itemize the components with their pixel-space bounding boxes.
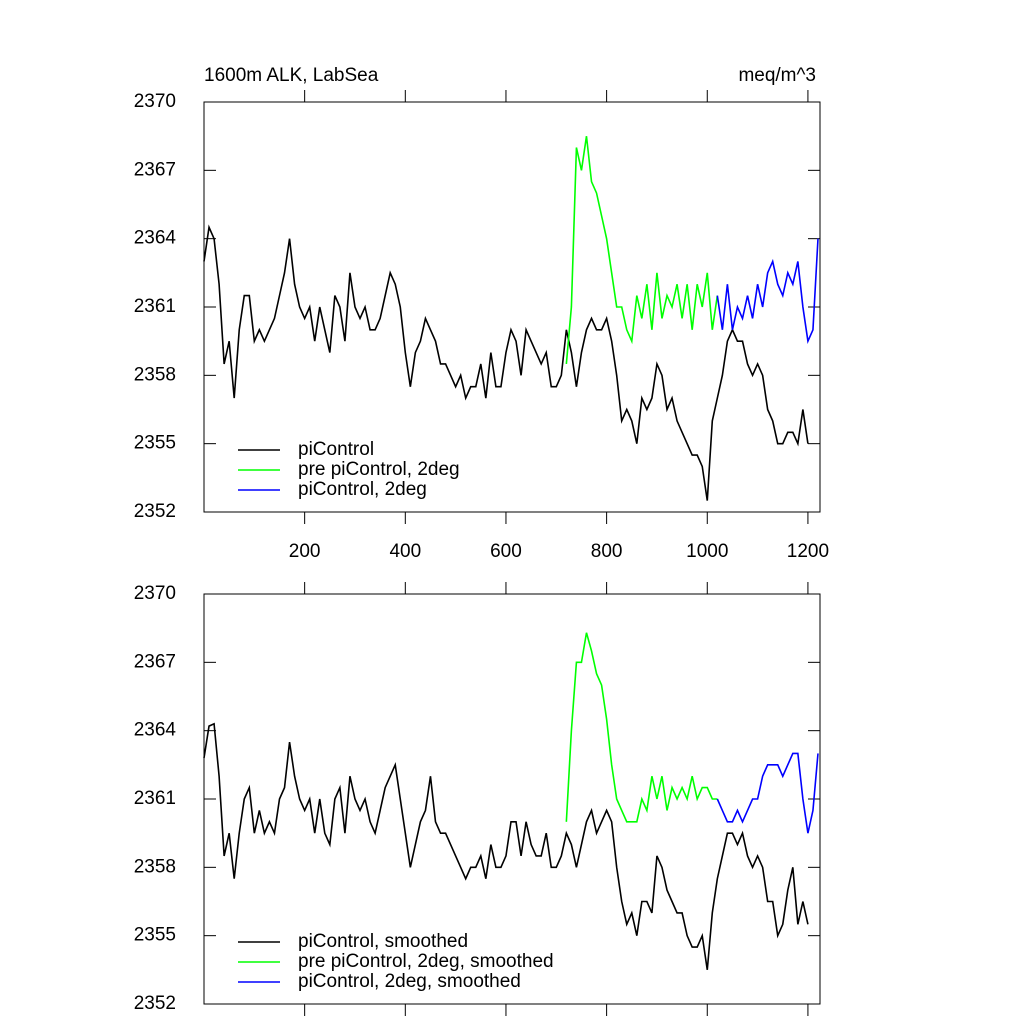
data-line xyxy=(716,238,819,345)
y-tick-label: 2367 xyxy=(134,651,176,672)
data-line xyxy=(203,224,809,501)
y-tick-label: 2352 xyxy=(134,993,176,1014)
legend-label: piControl, 2deg xyxy=(298,479,427,500)
y-tick-label: 2364 xyxy=(134,228,177,249)
plot-frame xyxy=(203,593,821,1005)
y-tick-label: 2367 xyxy=(134,159,176,180)
y-tick-label: 2370 xyxy=(134,91,176,112)
y-tick-label: 2361 xyxy=(134,788,176,809)
y-tick-label: 2352 xyxy=(134,501,176,522)
x-tick-label: 1200 xyxy=(787,541,829,562)
legend-label: pre piControl, 2deg, smoothed xyxy=(298,951,554,972)
x-tick-label: 600 xyxy=(490,541,522,562)
chart-title: 1600m ALK, LabSea xyxy=(204,65,379,86)
data-line xyxy=(203,722,809,970)
data-line xyxy=(565,632,718,823)
y-tick-label: 2358 xyxy=(134,364,176,385)
legend-label: piControl, smoothed xyxy=(298,931,468,952)
y-tick-label: 2355 xyxy=(134,433,176,454)
legend-label: piControl xyxy=(298,439,374,460)
units-label: meq/m^3 xyxy=(738,65,816,86)
y-tick-label: 2358 xyxy=(134,856,176,877)
y-tick-label: 2361 xyxy=(134,296,176,317)
plot-frame xyxy=(203,101,821,513)
x-tick-label: 400 xyxy=(389,541,421,562)
legend-label: piControl, 2deg, smoothed xyxy=(298,971,521,992)
y-tick-label: 2364 xyxy=(134,720,177,741)
x-tick-label: 200 xyxy=(289,541,321,562)
data-line xyxy=(716,752,819,834)
x-tick-label: 800 xyxy=(591,541,623,562)
data-line xyxy=(565,136,719,365)
x-tick-label: 1000 xyxy=(686,541,728,562)
y-tick-label: 2370 xyxy=(134,583,176,604)
y-tick-label: 2355 xyxy=(134,925,176,946)
legend-label: pre piControl, 2deg xyxy=(298,459,460,480)
